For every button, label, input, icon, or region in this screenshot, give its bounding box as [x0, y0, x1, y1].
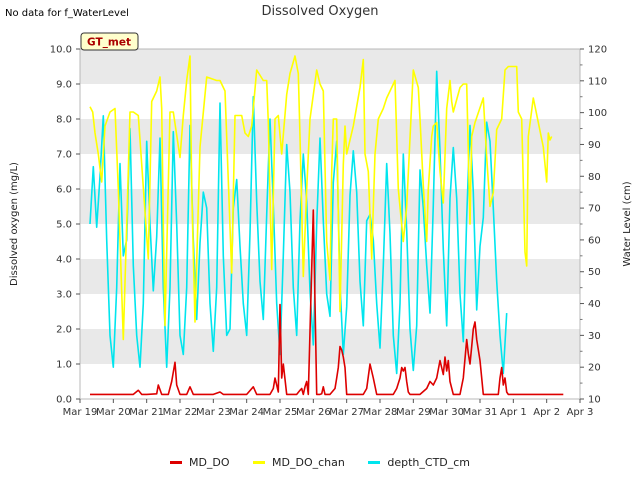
- y2-tick-label: 90: [588, 140, 601, 151]
- y-tick-label: 8.0: [56, 115, 72, 126]
- x-tick-label: Mar 24: [229, 407, 264, 418]
- y2-tick-label: 120: [588, 45, 607, 56]
- x-tick-label: Mar 25: [263, 407, 298, 418]
- x-tick-label: Mar 27: [329, 407, 364, 418]
- x-tick-label: Mar 28: [363, 407, 398, 418]
- x-tick-label: Mar 23: [196, 407, 231, 418]
- legend-item-depth-ctd-cm: depth_CTD_cm: [368, 456, 470, 469]
- y-tick-label: 6.0: [56, 185, 72, 196]
- y-tick-label: 3.0: [56, 290, 72, 301]
- y2-tick-label: 30: [588, 331, 601, 342]
- grid-band: [80, 49, 580, 84]
- site-badge-label: GT_met: [87, 37, 131, 49]
- y-tick-label: 10.0: [50, 45, 72, 56]
- y2-axis-label: Water Level (cm): [622, 181, 633, 266]
- legend-label-md-do-chan: MD_DO_chan: [272, 456, 345, 469]
- x-tick-label: Mar 19: [63, 407, 98, 418]
- legend: MD_DO MD_DO_chan depth_CTD_cm: [0, 454, 640, 469]
- y2-tick-label: 110: [588, 76, 607, 87]
- legend-swatch-depth-ctd-cm: [368, 461, 381, 464]
- grid-band: [80, 84, 580, 119]
- series-line-md-do: [90, 209, 564, 396]
- series-layer: [89, 55, 564, 396]
- x-tick-label: Mar 31: [463, 407, 498, 418]
- y2-tick-label: 50: [588, 267, 601, 278]
- series-line-depth-ctd-cm: [89, 70, 508, 375]
- site-badge-box: [80, 32, 139, 51]
- x-tick-label: Mar 30: [429, 407, 464, 418]
- y2-tick-label: 60: [588, 235, 601, 246]
- legend-label-depth-ctd-cm: depth_CTD_cm: [387, 456, 471, 469]
- x-tick-label: Mar 29: [396, 407, 431, 418]
- site-badge: GT_met: [80, 32, 139, 51]
- y2-tick-label: 100: [588, 108, 607, 119]
- y-tick-label: 0.0: [56, 395, 72, 406]
- series-line-md-do-chan: [89, 55, 553, 341]
- grid-band: [80, 154, 580, 189]
- legend-item-md-do: MD_DO: [169, 456, 230, 469]
- y-tick-label: 1.0: [56, 360, 72, 371]
- x-tick-label: Mar 26: [296, 407, 331, 418]
- no-data-message: No data for f_WaterLevel: [5, 8, 129, 19]
- y2-tick-label: 70: [588, 204, 601, 215]
- y2-tick-label: 80: [588, 172, 601, 183]
- y2-tick-label: 10: [588, 395, 601, 406]
- y2-tick-label: 20: [588, 363, 601, 374]
- chart-title: Dissolved Oxygen: [261, 4, 379, 19]
- x-tick-label: Apr 1: [500, 407, 527, 418]
- y-tick-label: 9.0: [56, 80, 72, 91]
- legend-label-md-do: MD_DO: [188, 456, 230, 469]
- grid-band: [80, 189, 580, 224]
- legend-item-md-do-chan: MD_DO_chan: [253, 456, 345, 469]
- axes: 0.0 1.0 2.0 3.0 4.0 5.0 6.0 7.0 8.0 9.0 10.0 10 20 30…: [50, 45, 607, 419]
- legend-swatch-md-do-chan: [253, 461, 266, 464]
- y2-tick-label: 40: [588, 299, 601, 310]
- x-tick-label: Apr 2: [533, 407, 560, 418]
- y-tick-label: 7.0: [56, 150, 72, 161]
- y-axis-label: Dissolved oxygen (mg/L): [9, 162, 20, 286]
- x-tick-label: Mar 22: [163, 407, 198, 418]
- x-tick-label: Mar 20: [96, 407, 131, 418]
- y-tick-label: 2.0: [56, 325, 72, 336]
- grid-band: [80, 329, 580, 364]
- y-tick-label: 5.0: [56, 220, 72, 231]
- x-tick-label: Apr 3: [567, 407, 594, 418]
- grid-band: [80, 119, 580, 154]
- y-tick-label: 4.0: [56, 255, 72, 266]
- legend-swatch-md-do: [169, 461, 182, 464]
- x-tick-label: Mar 21: [129, 407, 164, 418]
